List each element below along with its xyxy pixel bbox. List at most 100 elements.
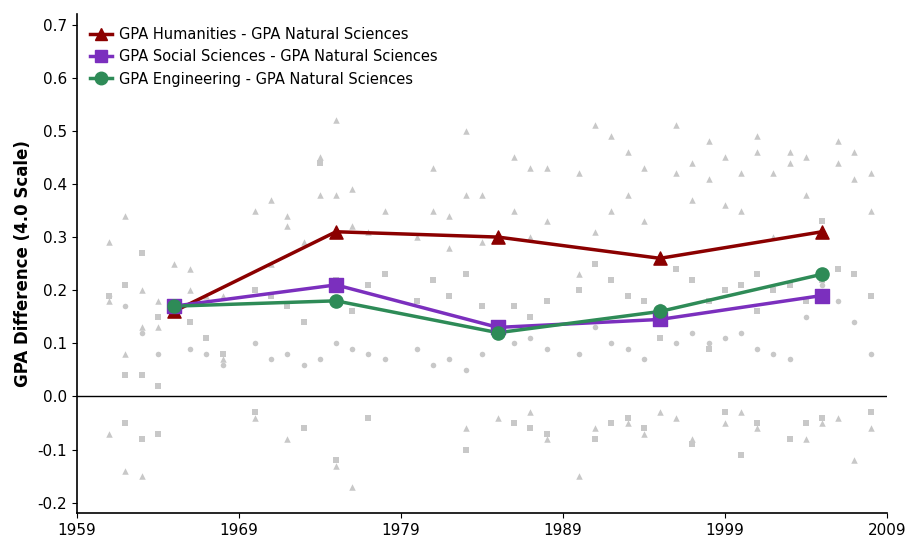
Point bbox=[506, 153, 521, 162]
Point bbox=[571, 286, 585, 295]
Point bbox=[118, 302, 132, 311]
Point bbox=[490, 323, 505, 332]
Point bbox=[539, 217, 553, 226]
Point bbox=[781, 280, 796, 289]
Point bbox=[328, 190, 343, 199]
Point bbox=[458, 190, 472, 199]
Point bbox=[166, 307, 181, 316]
Point bbox=[134, 248, 149, 257]
Point bbox=[539, 344, 553, 353]
Point bbox=[345, 307, 359, 316]
Point bbox=[102, 291, 117, 300]
Point bbox=[619, 418, 634, 427]
Point bbox=[830, 413, 845, 422]
Point bbox=[652, 315, 666, 324]
Point bbox=[749, 418, 764, 427]
Point bbox=[587, 323, 602, 332]
Point bbox=[732, 280, 747, 289]
Point bbox=[490, 232, 505, 241]
Point bbox=[360, 349, 375, 358]
Point bbox=[328, 280, 343, 289]
Point bbox=[846, 317, 861, 326]
Point bbox=[474, 190, 489, 199]
Point bbox=[215, 349, 230, 358]
Point bbox=[781, 158, 796, 167]
Point bbox=[506, 206, 521, 215]
Point bbox=[717, 286, 732, 295]
Point bbox=[539, 434, 553, 443]
Point bbox=[636, 429, 651, 438]
Point bbox=[377, 206, 391, 215]
Point bbox=[766, 286, 780, 295]
Point bbox=[328, 296, 343, 305]
Point bbox=[247, 286, 262, 295]
Point bbox=[425, 206, 440, 215]
Point bbox=[685, 328, 699, 337]
Point bbox=[183, 317, 198, 326]
Point bbox=[619, 413, 634, 422]
Point bbox=[296, 360, 311, 369]
Point bbox=[749, 424, 764, 433]
Point bbox=[798, 153, 812, 162]
Point bbox=[830, 137, 845, 146]
Point bbox=[652, 302, 666, 311]
Point bbox=[749, 132, 764, 141]
Point bbox=[668, 121, 683, 130]
Point bbox=[700, 137, 715, 146]
Point bbox=[118, 418, 132, 427]
Point bbox=[134, 323, 149, 332]
Point bbox=[328, 227, 343, 236]
Point bbox=[247, 339, 262, 348]
Point bbox=[166, 302, 181, 311]
Point bbox=[749, 270, 764, 279]
Point bbox=[830, 264, 845, 273]
Point bbox=[458, 445, 472, 454]
Point bbox=[360, 227, 375, 236]
Point bbox=[328, 339, 343, 348]
Point bbox=[862, 424, 877, 433]
Point bbox=[798, 312, 812, 321]
Point bbox=[377, 270, 391, 279]
Point bbox=[668, 339, 683, 348]
Point bbox=[215, 360, 230, 369]
Point bbox=[312, 355, 327, 364]
Point bbox=[360, 413, 375, 422]
Point bbox=[571, 270, 585, 279]
Point bbox=[717, 333, 732, 342]
Point bbox=[813, 280, 828, 289]
Point bbox=[539, 296, 553, 305]
Point bbox=[717, 418, 732, 427]
Point bbox=[830, 158, 845, 167]
Point bbox=[668, 264, 683, 273]
Point bbox=[118, 349, 132, 358]
Point bbox=[345, 344, 359, 353]
Point bbox=[345, 482, 359, 491]
Point bbox=[862, 169, 877, 178]
Point bbox=[215, 291, 230, 300]
Point bbox=[652, 408, 666, 417]
Point bbox=[166, 302, 181, 311]
Point bbox=[425, 360, 440, 369]
Point bbox=[312, 158, 327, 167]
Point bbox=[604, 206, 618, 215]
Point bbox=[183, 264, 198, 273]
Point bbox=[798, 418, 812, 427]
Point bbox=[862, 206, 877, 215]
Point bbox=[732, 408, 747, 417]
Point bbox=[118, 371, 132, 380]
Point bbox=[619, 291, 634, 300]
Point bbox=[523, 408, 538, 417]
Point bbox=[312, 153, 327, 162]
Point bbox=[636, 217, 651, 226]
Point bbox=[409, 344, 424, 353]
Point bbox=[685, 434, 699, 443]
Point bbox=[490, 232, 505, 241]
Point bbox=[151, 323, 165, 332]
Point bbox=[798, 434, 812, 443]
Point bbox=[425, 275, 440, 284]
Point bbox=[798, 296, 812, 305]
Point bbox=[264, 259, 278, 268]
Point bbox=[134, 371, 149, 380]
Point bbox=[441, 355, 456, 364]
Point bbox=[749, 307, 764, 316]
